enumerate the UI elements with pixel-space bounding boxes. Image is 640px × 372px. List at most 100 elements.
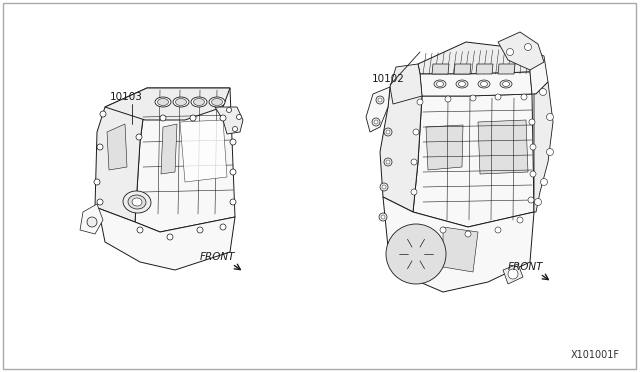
Text: 10103: 10103 [110, 92, 143, 102]
Ellipse shape [434, 80, 446, 88]
Circle shape [547, 148, 554, 155]
Circle shape [379, 213, 387, 221]
Circle shape [97, 144, 103, 150]
Circle shape [465, 231, 471, 237]
Polygon shape [498, 32, 544, 70]
Circle shape [392, 230, 440, 278]
Ellipse shape [458, 81, 465, 87]
Circle shape [190, 115, 196, 121]
Ellipse shape [157, 99, 168, 106]
Circle shape [381, 215, 385, 219]
Circle shape [97, 199, 103, 205]
Circle shape [386, 160, 390, 164]
Polygon shape [530, 50, 548, 94]
Circle shape [530, 171, 536, 177]
Circle shape [384, 158, 392, 166]
Circle shape [100, 111, 106, 117]
Ellipse shape [132, 198, 142, 206]
Polygon shape [476, 64, 493, 74]
Polygon shape [426, 125, 463, 170]
Text: 10102: 10102 [372, 74, 405, 84]
Polygon shape [432, 64, 449, 74]
Circle shape [232, 126, 237, 131]
Circle shape [160, 115, 166, 121]
Circle shape [547, 113, 554, 121]
Text: X101001F: X101001F [571, 350, 620, 360]
Circle shape [534, 199, 541, 205]
Circle shape [398, 236, 434, 272]
Ellipse shape [211, 99, 223, 106]
Ellipse shape [502, 81, 509, 87]
Polygon shape [420, 72, 532, 96]
Circle shape [409, 247, 423, 261]
Circle shape [541, 179, 547, 186]
Ellipse shape [478, 80, 490, 88]
Polygon shape [534, 82, 553, 212]
Circle shape [378, 98, 382, 102]
Ellipse shape [123, 191, 151, 213]
Circle shape [230, 199, 236, 205]
Polygon shape [366, 87, 390, 132]
Ellipse shape [173, 97, 189, 107]
Circle shape [386, 130, 390, 134]
Circle shape [227, 108, 232, 112]
Ellipse shape [128, 195, 146, 209]
Circle shape [508, 269, 518, 279]
Ellipse shape [193, 99, 205, 106]
Ellipse shape [500, 80, 512, 88]
Circle shape [445, 96, 451, 102]
Polygon shape [413, 94, 534, 227]
Polygon shape [380, 87, 422, 212]
Circle shape [440, 227, 446, 233]
Circle shape [417, 99, 423, 105]
Circle shape [380, 183, 388, 191]
Circle shape [530, 144, 536, 150]
Circle shape [167, 234, 173, 240]
Circle shape [237, 115, 241, 119]
Circle shape [411, 189, 417, 195]
Ellipse shape [191, 97, 207, 107]
Circle shape [525, 44, 531, 51]
Circle shape [136, 134, 142, 140]
Polygon shape [478, 120, 528, 174]
Circle shape [413, 129, 419, 135]
Polygon shape [95, 207, 235, 270]
Polygon shape [80, 204, 103, 234]
Circle shape [529, 119, 535, 125]
Polygon shape [107, 124, 127, 170]
Polygon shape [180, 120, 227, 182]
Polygon shape [443, 227, 478, 272]
Circle shape [137, 227, 143, 233]
Polygon shape [503, 264, 523, 284]
Ellipse shape [481, 81, 488, 87]
Polygon shape [95, 88, 147, 222]
Polygon shape [418, 42, 533, 74]
Ellipse shape [175, 99, 186, 106]
Polygon shape [454, 64, 471, 74]
Circle shape [386, 224, 446, 284]
Circle shape [506, 48, 513, 55]
Circle shape [94, 179, 100, 185]
Circle shape [220, 115, 226, 121]
Circle shape [230, 139, 236, 145]
Circle shape [87, 217, 97, 227]
Circle shape [382, 185, 386, 189]
Circle shape [374, 120, 378, 124]
Text: FRONT: FRONT [508, 262, 543, 272]
Circle shape [372, 118, 380, 126]
Polygon shape [215, 107, 243, 134]
Circle shape [230, 169, 236, 175]
Ellipse shape [436, 81, 444, 87]
Circle shape [384, 128, 392, 136]
Circle shape [470, 95, 476, 101]
Circle shape [220, 224, 226, 230]
Ellipse shape [456, 80, 468, 88]
Circle shape [540, 89, 547, 96]
Polygon shape [383, 197, 534, 292]
Circle shape [404, 242, 428, 266]
Polygon shape [135, 88, 235, 232]
Circle shape [521, 94, 527, 100]
Polygon shape [105, 88, 230, 120]
Circle shape [495, 94, 501, 100]
Circle shape [411, 159, 417, 165]
